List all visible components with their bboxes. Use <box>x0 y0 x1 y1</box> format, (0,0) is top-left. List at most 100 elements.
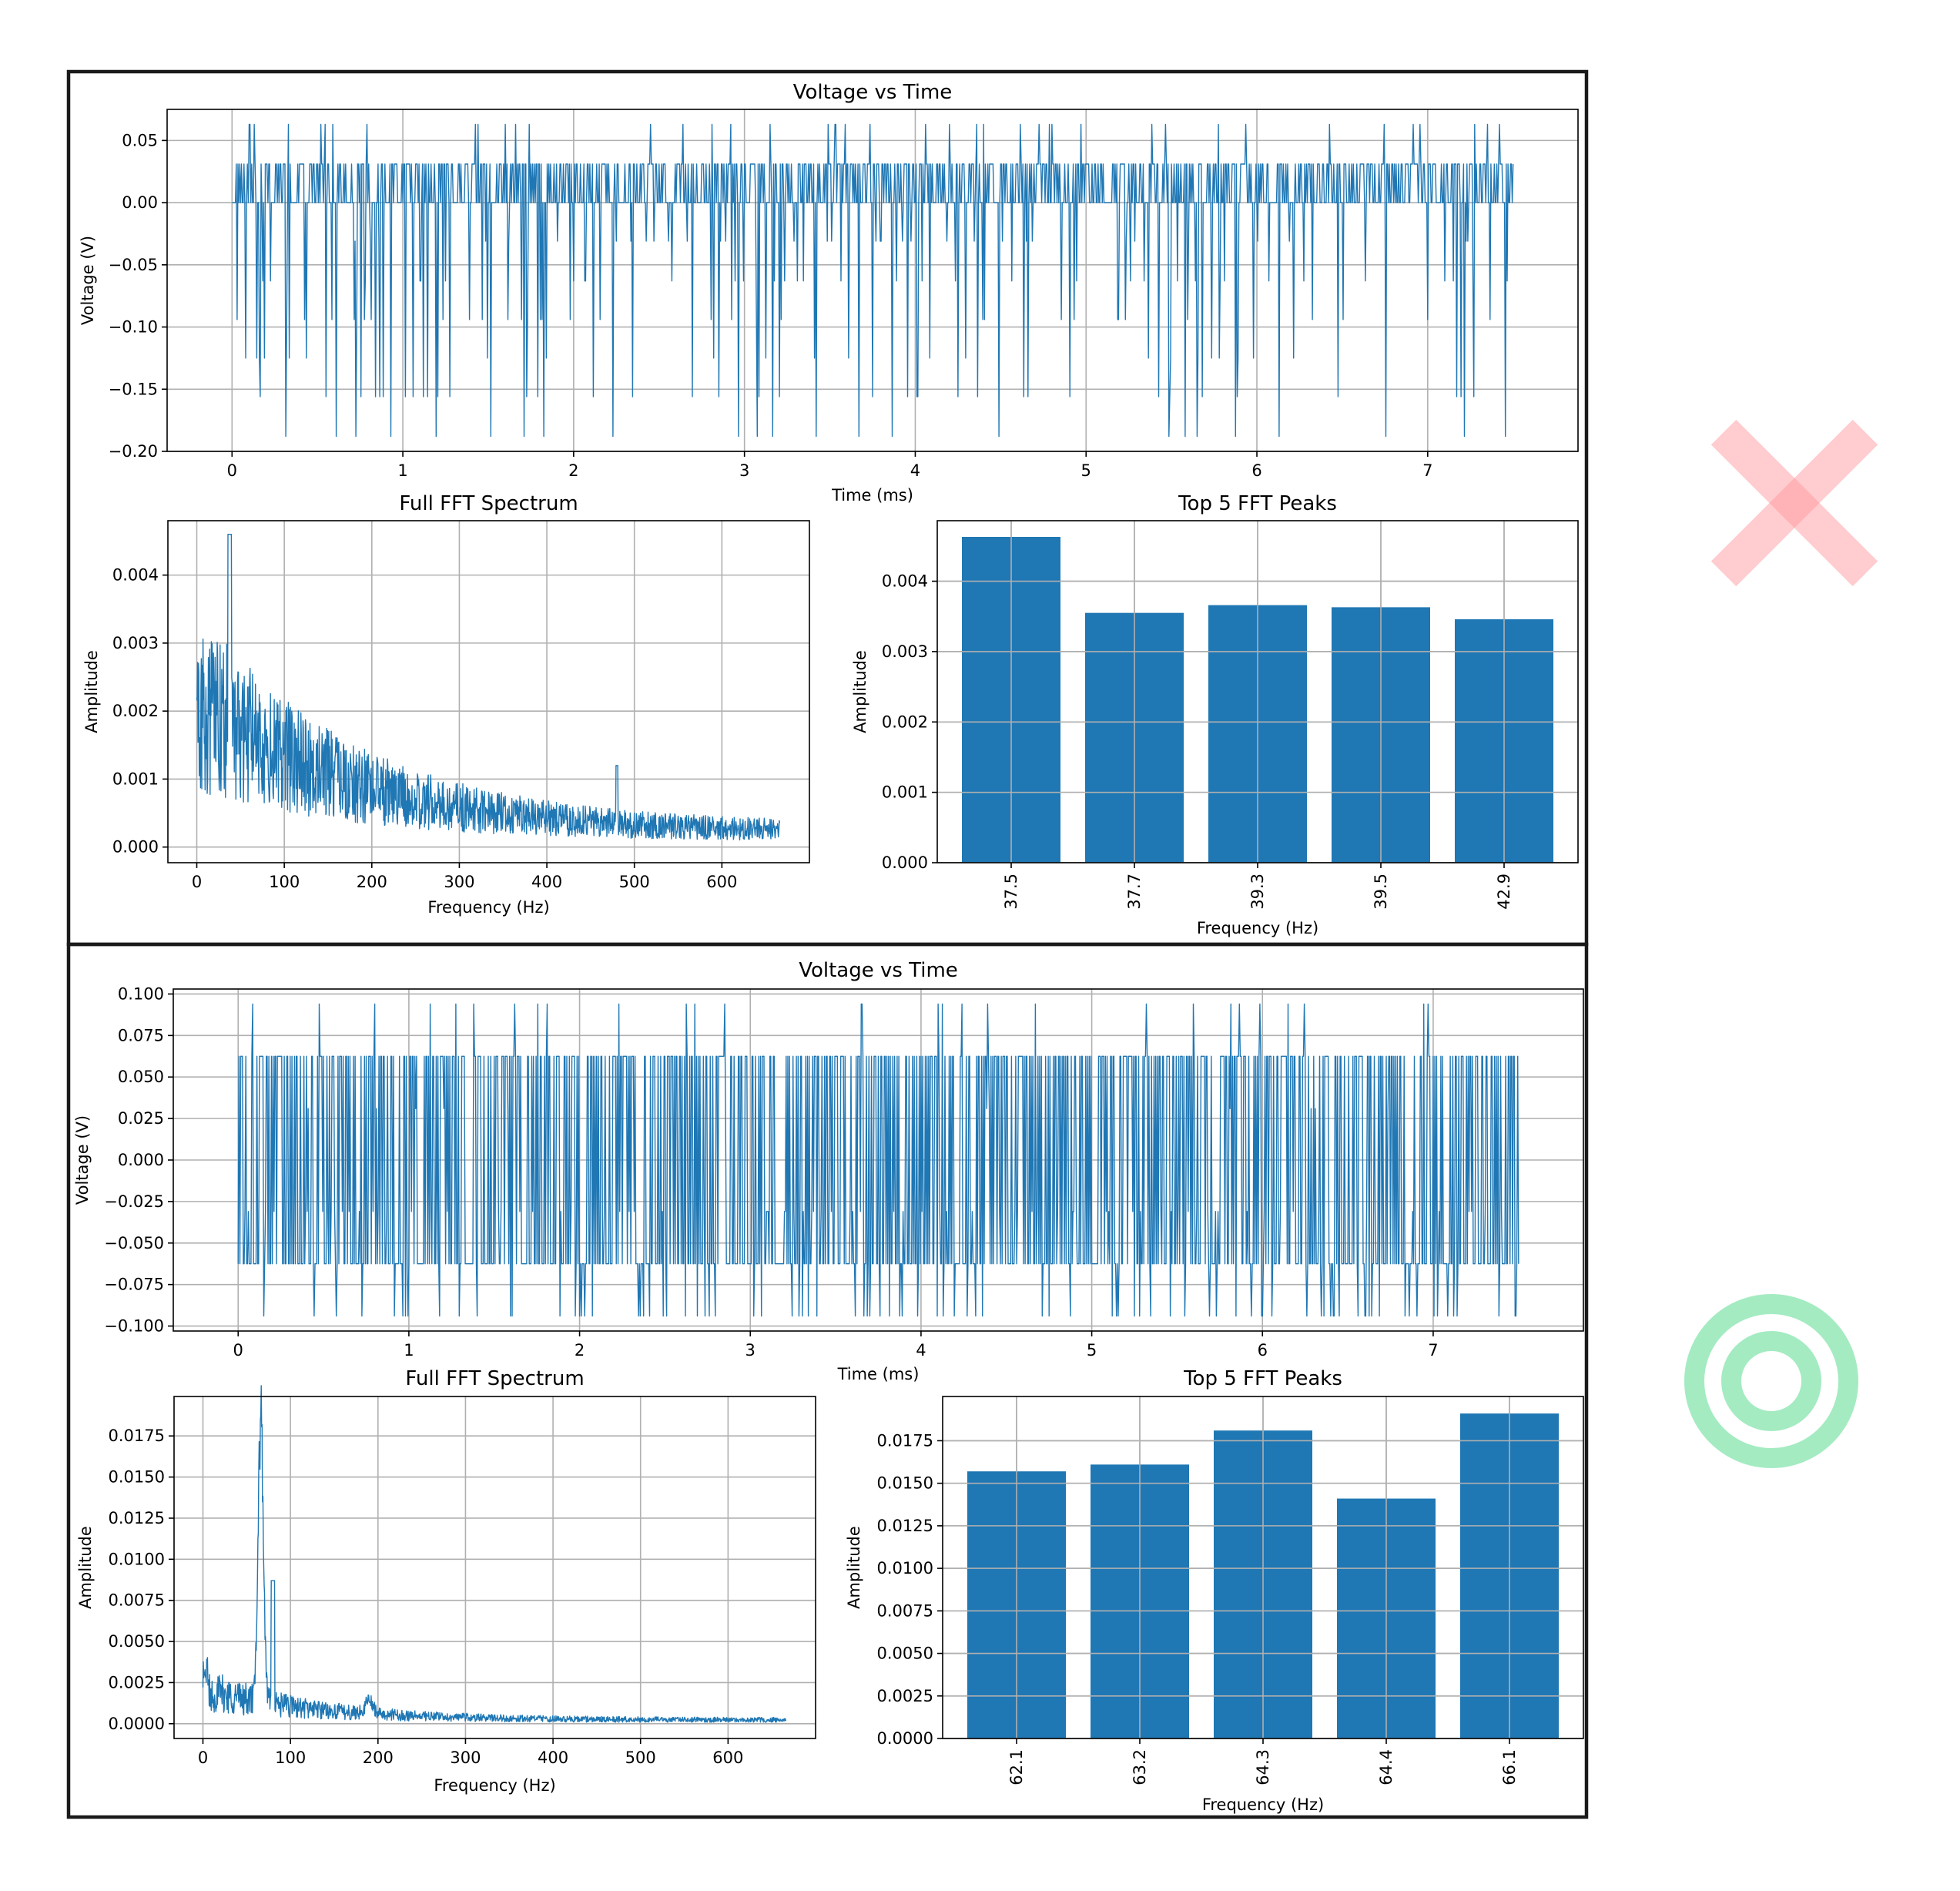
x-tick-label: 6 <box>1258 1341 1268 1360</box>
x-tick-label: 37.5 <box>1002 873 1020 910</box>
x-tick-label: 600 <box>706 873 737 891</box>
x-axis-title: Frequency (Hz) <box>427 898 549 917</box>
y-tick-label: 0.025 <box>118 1109 164 1128</box>
y-tick-label: 0.0000 <box>877 1729 933 1748</box>
x-tick-label: 3 <box>745 1341 756 1360</box>
y-tick-label: 0.0150 <box>109 1468 165 1487</box>
y-tick-label: 0.000 <box>118 1151 164 1169</box>
x-tick-label: 0 <box>227 461 237 480</box>
y-tick-label: 0.0025 <box>109 1673 165 1692</box>
x-axis-title: Frequency (Hz) <box>434 1776 555 1795</box>
x-tick-label: 63.2 <box>1131 1749 1149 1785</box>
x-tick-label: 1 <box>397 461 407 480</box>
x-tick-label: 200 <box>357 873 387 891</box>
voltage-series-line <box>232 123 1514 438</box>
x-tick-label: 5 <box>1081 461 1091 480</box>
y-tick-label: 0.004 <box>112 566 159 585</box>
x-axis-title: Frequency (Hz) <box>1197 919 1318 937</box>
y-tick-label: 0.00 <box>122 193 158 212</box>
y-tick-label: 0.000 <box>112 838 159 857</box>
y-tick-label: 0.050 <box>118 1068 164 1086</box>
x-axis-title: Time (ms) <box>831 486 913 505</box>
x-tick-label: 600 <box>712 1749 743 1767</box>
fft-peaks-bar-plot-top: 37.5 37.7 39.3 39.5 42.9 0.000 0.001 0.002 0.003… <box>851 492 1579 937</box>
x-tick-label: 500 <box>619 873 650 891</box>
y-tick-label: 0.002 <box>112 702 159 720</box>
y-tick-label: 0.000 <box>882 853 928 872</box>
x-tick-label: 200 <box>363 1749 394 1767</box>
y-tick-label: 0.0175 <box>877 1431 933 1450</box>
plot-area-frame <box>166 109 1579 452</box>
y-tick-label: 0.0000 <box>109 1715 165 1733</box>
x-tick-label: 42.9 <box>1495 873 1513 910</box>
plot-title: Voltage vs Time <box>799 959 958 982</box>
y-tick-label: 0.001 <box>882 783 928 802</box>
y-tick-label: −0.100 <box>104 1317 164 1336</box>
y-tick-label: 0.05 <box>122 131 158 149</box>
y-tick-label: 0.004 <box>882 572 928 591</box>
x-tick-label: 64.3 <box>1254 1749 1272 1785</box>
y-tick-label: 0.0150 <box>877 1474 933 1493</box>
plot-title: Voltage vs Time <box>793 81 953 104</box>
x-tick-label: 2 <box>568 461 578 480</box>
y-axis-title: Amplitude <box>76 1526 95 1609</box>
x-tick-label: 7 <box>1428 1341 1438 1360</box>
y-tick-label: −0.20 <box>109 442 158 461</box>
x-tick-label: 7 <box>1422 461 1432 480</box>
fft-spectrum-line <box>196 534 781 841</box>
y-tick-label: 0.0050 <box>109 1632 165 1651</box>
x-tick-label: 1 <box>404 1341 414 1360</box>
y-tick-label: 0.0075 <box>109 1591 165 1610</box>
x-tick-label: 100 <box>275 1749 306 1767</box>
plot-area-frame <box>167 520 810 863</box>
y-axis-title: Voltage (V) <box>79 236 97 325</box>
y-tick-label: 0.002 <box>882 712 928 731</box>
y-axis-title: Amplitude <box>845 1526 863 1609</box>
target-icon <box>1684 1294 1858 1468</box>
x-tick-label: 4 <box>910 461 920 480</box>
y-axis-title: Voltage (V) <box>73 1115 92 1205</box>
x-tick-label: 500 <box>625 1749 656 1767</box>
y-axis-title: Amplitude <box>851 650 869 733</box>
x-axis-title: Frequency (Hz) <box>1202 1795 1324 1814</box>
x-tick-label: 62.1 <box>1007 1749 1026 1785</box>
x-tick-label: 0 <box>198 1749 208 1767</box>
x-tick-label: 66.1 <box>1500 1749 1519 1785</box>
x-tick-label: 3 <box>739 461 749 480</box>
panel-frame-bottom <box>66 942 1589 1819</box>
fft-spectrum-plot-bottom: 0 100 200 300 400 500 600 0.0000 0.0025 0.0050 0.0… <box>76 1367 816 1795</box>
x-tick-label: 6 <box>1251 461 1261 480</box>
x-tick-label: 0 <box>233 1341 243 1360</box>
x-tick-label: 5 <box>1087 1341 1097 1360</box>
y-tick-label: 0.003 <box>112 634 159 652</box>
x-tick-label: 300 <box>450 1749 481 1767</box>
x-tick-label: 39.5 <box>1372 873 1390 910</box>
x-tick-label: 300 <box>444 873 474 891</box>
x-tick-label: 400 <box>538 1749 568 1767</box>
plot-title: Full FFT Spectrum <box>405 1367 584 1390</box>
x-tick-label: 37.7 <box>1125 873 1144 910</box>
fft-peaks-bar-plot-bottom: 62.1 63.2 64.3 64.4 66.1 0.0000 0.0025 0.0050 0.… <box>845 1367 1584 1814</box>
plot-title: Full FFT Spectrum <box>399 492 578 515</box>
y-tick-label: −0.10 <box>109 318 158 337</box>
y-tick-label: 0.0050 <box>877 1645 933 1663</box>
x-tick-label: 39.3 <box>1248 873 1267 910</box>
voltage-series-line <box>237 1003 1519 1317</box>
y-tick-label: −0.05 <box>109 256 158 274</box>
y-tick-label: −0.075 <box>104 1276 164 1294</box>
y-tick-label: 0.075 <box>118 1026 164 1044</box>
y-tick-label: 0.001 <box>112 769 159 788</box>
y-tick-label: 0.003 <box>882 642 928 661</box>
cross-mark-icon <box>1710 419 1878 587</box>
y-tick-label: 0.0175 <box>109 1427 165 1445</box>
y-tick-label: −0.050 <box>104 1234 164 1252</box>
x-tick-label: 0 <box>192 873 202 891</box>
x-axis-title: Time (ms) <box>837 1365 920 1383</box>
plot-title: Top 5 FFT Peaks <box>1183 1367 1342 1390</box>
plot-area-frame <box>173 1396 816 1739</box>
y-tick-label: 0.0125 <box>109 1509 165 1527</box>
x-tick-label: 64.4 <box>1377 1749 1395 1785</box>
y-tick-label: 0.0025 <box>877 1687 933 1705</box>
y-axis-title: Amplitude <box>82 650 101 733</box>
fft-spectrum-line <box>202 1385 787 1723</box>
